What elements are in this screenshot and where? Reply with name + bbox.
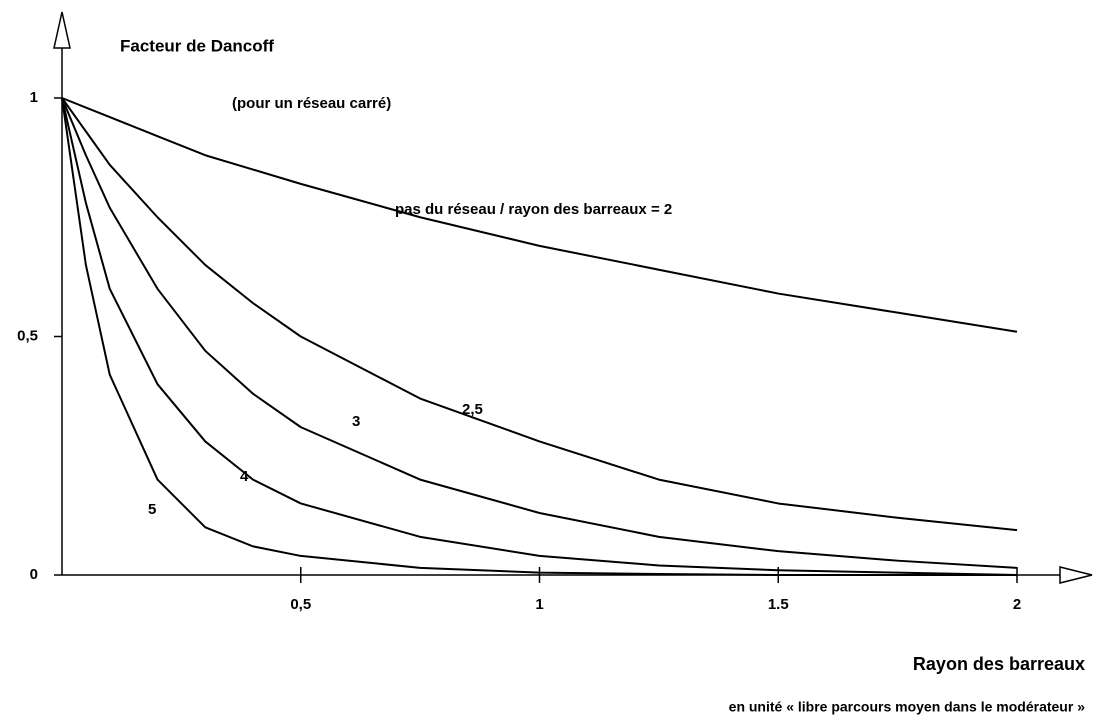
chart-subtitle: (pour un réseau carré)	[232, 95, 391, 112]
x-tick-label: 1	[535, 596, 543, 613]
curve-label: pas du réseau / rayon des barreaux = 2	[395, 201, 672, 218]
curve	[61, 97, 1018, 333]
y-axis-arrow	[53, 11, 71, 49]
x-tick-label: 2	[1013, 596, 1021, 613]
curve-label: 2,5	[462, 401, 483, 418]
curve	[61, 97, 1018, 576]
curve	[61, 97, 1018, 569]
y-tick-label: 0	[30, 566, 38, 583]
x-axis-arrow	[1059, 566, 1093, 584]
x-tick-label: 1.5	[768, 596, 789, 613]
y-tick-label: 0,5	[17, 327, 38, 344]
curve-label: 3	[352, 413, 360, 430]
x-axis-sublabel: en unité « libre parcours moyen dans le …	[729, 699, 1086, 715]
curve-label: 4	[240, 468, 249, 485]
chart-title: Facteur de Dancoff	[120, 36, 274, 55]
curve	[61, 97, 1017, 576]
curve-label: 5	[148, 501, 156, 518]
curve	[61, 97, 1018, 532]
x-tick-label: 0,5	[290, 596, 311, 613]
x-axis-label: Rayon des barreaux	[913, 654, 1085, 674]
y-tick-label: 1	[30, 89, 38, 106]
